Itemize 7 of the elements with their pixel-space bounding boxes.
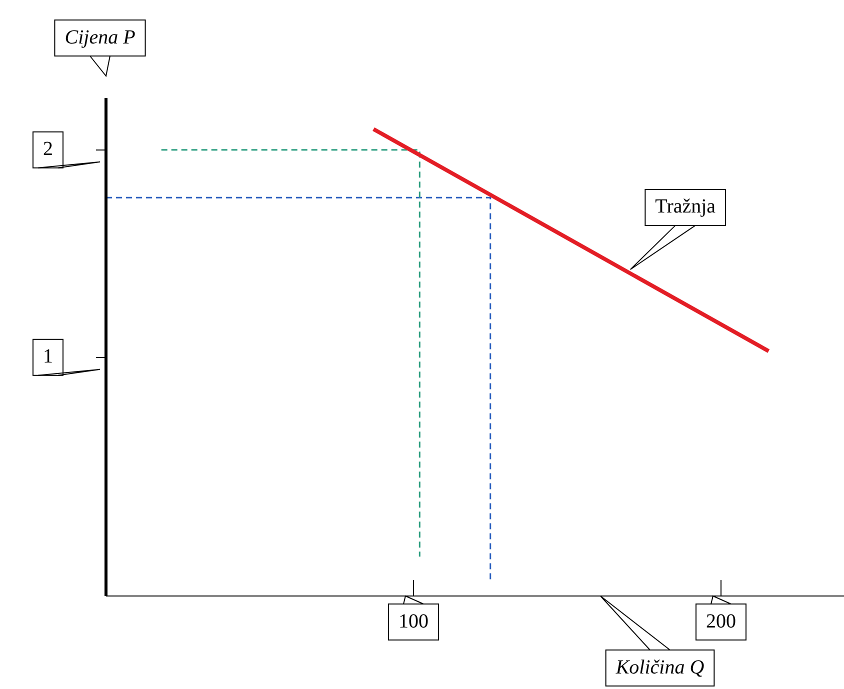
y-tick-label: 1 [43, 346, 53, 368]
y-axis-title: Cijena P [64, 26, 136, 48]
x-axis-title: Količina Q [614, 656, 705, 678]
text: Tražnja [655, 196, 716, 218]
x-tick-label: 100 [398, 610, 428, 632]
x-tick-label: 200 [706, 610, 736, 632]
y-tick-label: 2 [43, 138, 53, 160]
